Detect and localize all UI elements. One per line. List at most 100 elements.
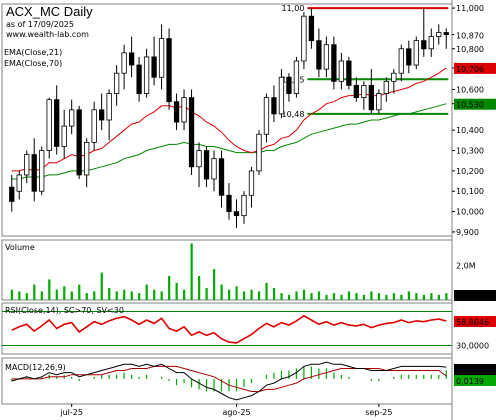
candle-body <box>338 60 345 82</box>
candle-body <box>278 76 285 115</box>
volume-bar <box>145 284 148 300</box>
volume-bar <box>130 291 133 300</box>
candle-body <box>256 133 262 172</box>
volume-bar <box>93 291 96 300</box>
candle-body <box>391 72 397 82</box>
candle-body <box>361 85 367 99</box>
volume-bar <box>228 289 231 300</box>
volume-bar <box>213 269 216 300</box>
macd-label: MACD(12,26,9) <box>5 363 66 372</box>
candle-body <box>91 109 97 143</box>
candle-body <box>263 97 270 135</box>
volume-bar <box>48 279 51 300</box>
price-tick-label: 10,000 <box>456 208 484 217</box>
ema70-value-tag-bg <box>454 98 496 110</box>
volume-bar <box>325 294 328 300</box>
last-close-tag: 10,870 <box>456 32 484 41</box>
macd-value-tag: 0,0567 <box>456 366 484 375</box>
volume-bar <box>302 289 306 300</box>
price-tick-label: 10,600 <box>456 85 484 94</box>
candle-body <box>293 60 300 94</box>
candle-body <box>233 211 240 217</box>
volume-bar <box>123 289 126 300</box>
x-axis-label: jul-25 <box>59 408 83 417</box>
volume-bar <box>287 294 291 300</box>
price-tick-label: 10,200 <box>456 167 484 176</box>
candle-body <box>166 38 172 103</box>
volume-bar <box>422 294 425 300</box>
candle-body <box>406 48 412 66</box>
candle-body <box>368 85 374 111</box>
price-tick-label: 10,800 <box>456 45 484 54</box>
ema70-legend: EMA(Close,70) <box>4 59 62 68</box>
chart-title: ACX_MC Daily <box>6 4 93 19</box>
candle-body <box>196 150 202 168</box>
as-of-date: as of 17/09/2025 <box>6 20 74 29</box>
x-axis-label: sep-25 <box>365 408 392 417</box>
macd-signal-line <box>11 365 447 392</box>
candle-body <box>398 48 404 74</box>
volume-bar <box>205 288 208 300</box>
candle-body <box>69 109 75 127</box>
candle-body <box>271 97 277 115</box>
ema70-value-tag: 10,530 <box>456 101 484 110</box>
volume-bar <box>168 276 171 300</box>
volume-bar <box>242 291 246 300</box>
volume-bar <box>25 293 28 300</box>
candle-body <box>98 109 105 121</box>
rsi-value-tag-bg <box>454 316 496 328</box>
volume-bar <box>55 289 58 300</box>
signal-value-tag: 0,0139 <box>456 377 484 386</box>
macd-value-tag-bg <box>454 364 496 375</box>
volume-bar <box>295 291 298 300</box>
volume-bar <box>272 288 276 300</box>
candle-body <box>353 85 360 99</box>
price-tick-label: 10,100 <box>456 187 484 196</box>
volume-bar <box>400 294 403 300</box>
volume-bar <box>40 291 43 300</box>
volume-bar <box>153 289 156 300</box>
candle-body <box>84 141 90 176</box>
candle-body <box>413 40 419 66</box>
volume-bar <box>310 293 313 300</box>
volume-bar <box>407 291 410 300</box>
volume-bar <box>78 284 81 300</box>
volume-bar <box>138 293 141 300</box>
volume-bar <box>175 282 178 300</box>
candle-body <box>203 150 210 180</box>
ema21-value-tag-bg <box>454 62 496 74</box>
candle-body <box>241 194 247 217</box>
candle-body <box>211 158 217 180</box>
candle-body <box>151 56 157 78</box>
volume-bar <box>198 276 201 300</box>
price-tick-label: 10,300 <box>456 147 484 156</box>
candle-body <box>143 56 150 94</box>
signal-value-tag-bg <box>454 375 496 386</box>
volume-bar <box>85 293 88 300</box>
level-label: 10,65 <box>282 75 305 84</box>
volume-bar <box>100 272 103 300</box>
volume-tick-label: 2,0M <box>456 262 476 271</box>
volume-bar <box>250 289 253 300</box>
price-tick-label: 9,900 <box>456 228 479 237</box>
source-url: www.wealth-lab.com <box>6 30 89 39</box>
volume-bar <box>280 293 283 300</box>
volume-bar <box>437 294 440 300</box>
volume-bar <box>10 289 13 300</box>
volume-bar <box>445 293 448 300</box>
candle-body <box>128 52 135 66</box>
x-axis-label: ago-25 <box>222 408 250 417</box>
candle-body <box>9 186 15 202</box>
volume-panel <box>1 239 453 301</box>
candle-body <box>76 109 82 176</box>
volume-bar <box>332 293 336 300</box>
volume-bar <box>108 288 111 300</box>
volume-bar <box>317 291 321 300</box>
volume-bar <box>355 293 358 300</box>
volume-value-tag: 398.784 <box>456 292 489 301</box>
volume-bar <box>33 284 36 300</box>
candle-body <box>323 44 330 70</box>
candle-body <box>121 52 127 74</box>
candle-body <box>346 60 352 86</box>
